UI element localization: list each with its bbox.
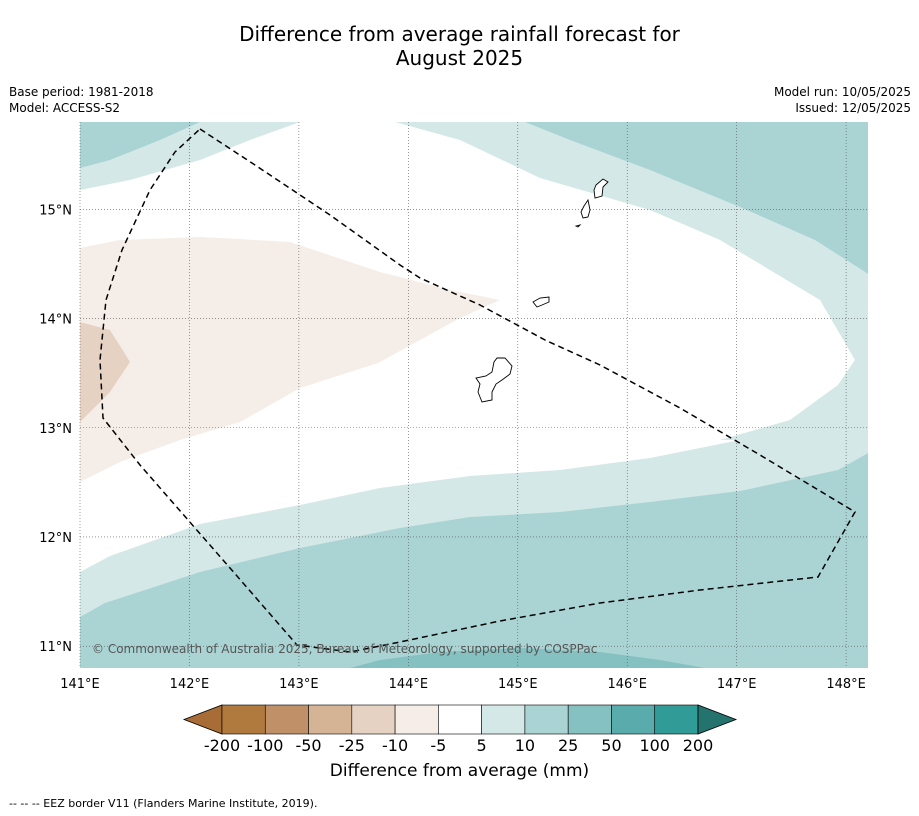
- colorbar-swatch: [351, 704, 396, 735]
- island-tinian: [580, 198, 591, 219]
- colorbar-swatch: [394, 704, 439, 735]
- footer-eez-note: -- -- -- EEZ border V11 (Flanders Marine…: [9, 797, 318, 810]
- grid-lines: [79, 122, 868, 668]
- colorbar-swatch: [221, 704, 266, 735]
- colorbar-tick-label: 25: [557, 736, 579, 755]
- colorbar-tick-label: 10: [514, 736, 536, 755]
- contour-north-25-50: [80, 122, 200, 168]
- lon-tick-label: 144°E: [389, 677, 429, 692]
- colorbar-tick-label: 200: [682, 736, 714, 755]
- meta-right: Model run: 10/05/2025 Issued: 12/05/2025: [774, 84, 911, 116]
- colorbar-tick-label: -50: [295, 736, 322, 755]
- lon-tick-label: 142°E: [170, 677, 210, 692]
- lon-tick-label: 143°E: [279, 677, 319, 692]
- colorbar-tick-label: -100: [247, 736, 284, 755]
- lat-tick-label: 15°N: [39, 203, 72, 218]
- contour-northeast-25-50: [525, 122, 868, 274]
- colorbar-swatch: [654, 704, 699, 735]
- contour-west-neg5-neg10: [80, 237, 500, 482]
- colorbar: [182, 704, 738, 735]
- lon-tick-label: 148°E: [826, 677, 866, 692]
- colorbar-tick-label: -200: [203, 736, 241, 755]
- colorbar-tick-label: -10: [382, 736, 409, 755]
- model-text: Model: ACCESS-S2: [9, 101, 121, 115]
- colorbar-tick-label: -25: [338, 736, 365, 755]
- island-rota: [532, 296, 550, 308]
- colorbar-swatch: [567, 704, 612, 735]
- contour-west-neg10-neg25: [80, 322, 130, 422]
- title-line-2: August 2025: [395, 46, 524, 70]
- colorbar-labels: -200 -100 -50 -25 -10 -5 5 10 25 50 100 200: [0, 736, 919, 758]
- colorbar-tick-label: 5: [476, 736, 487, 755]
- model-run-text: Model run: 10/05/2025: [773, 85, 911, 99]
- lon-tick-label: 141°E: [60, 677, 100, 692]
- copyright-text: © Commonwealth of Australia 2025, Bureau…: [92, 642, 597, 656]
- chart-title: Difference from average rainfall forecas…: [0, 22, 919, 70]
- title-line-1: Difference from average rainfall forecas…: [239, 22, 680, 46]
- island-aguijan: [574, 224, 582, 228]
- colorbar-tick-label: 100: [639, 736, 670, 755]
- colorbar-swatch: [438, 704, 482, 735]
- axis-ticks: 141°E 142°E 143°E 144°E 145°E 146°E 147°E 148°E…: [39, 203, 866, 692]
- lat-tick-label: 11°N: [39, 640, 72, 655]
- lat-tick-label: 13°N: [39, 422, 72, 437]
- colorbar-tick-label: -5: [430, 736, 447, 755]
- colorbar-swatch: [611, 704, 656, 735]
- meta-left: Base period: 1981-2018 Model: ACCESS-S2: [9, 84, 154, 116]
- lon-tick-label: 147°E: [717, 677, 757, 692]
- lat-tick-label: 12°N: [39, 531, 72, 546]
- islands: [475, 178, 609, 403]
- island-saipan: [593, 178, 609, 199]
- base-period-text: Base period: 1981-2018: [9, 85, 154, 99]
- lon-tick-label: 146°E: [607, 677, 647, 692]
- lon-tick-label: 145°E: [498, 677, 538, 692]
- colorbar-lower-arrow: [182, 704, 223, 735]
- colorbar-swatch: [481, 704, 526, 735]
- colorbar-title: Difference from average (mm): [329, 761, 590, 781]
- colorbar-swatch: [308, 704, 353, 735]
- island-guam: [475, 357, 513, 403]
- contour-south-10-25: [80, 453, 868, 668]
- colorbar-swatch: [524, 704, 569, 735]
- lat-tick-label: 14°N: [39, 313, 72, 328]
- issued-text: Issued: 12/05/2025: [795, 101, 911, 115]
- contour-layer: [80, 122, 868, 668]
- contour-south-25-50: [350, 648, 705, 668]
- colorbar-swatch: [264, 704, 309, 735]
- colorbar-tick-label: 50: [601, 736, 622, 755]
- colorbar-upper-arrow: [697, 704, 738, 735]
- eez-border: [99, 128, 857, 653]
